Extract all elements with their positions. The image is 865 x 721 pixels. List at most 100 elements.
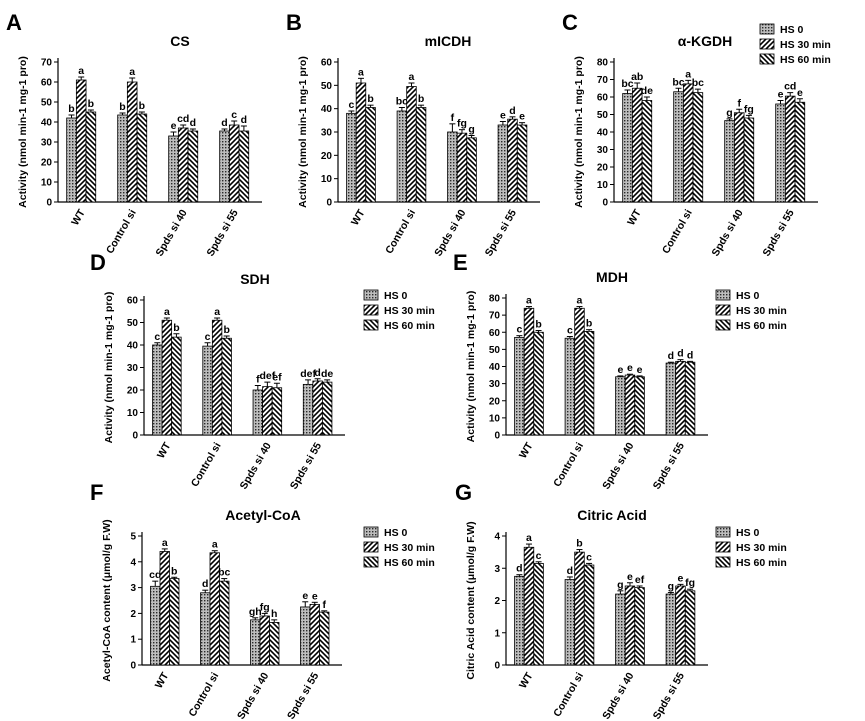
significance-letter: ab: [631, 71, 643, 83]
bar-hs60: [533, 331, 544, 436]
significance-letter: d: [190, 117, 196, 129]
significance-letter: cd: [149, 569, 161, 581]
significance-letter: fg: [457, 118, 467, 130]
x-tick-label: Spds si 55: [651, 440, 687, 491]
chart-title: Citric Acid: [577, 507, 647, 523]
bar-hs0: [514, 575, 525, 666]
panel-g: G Citric Acid 0 1 2 3 4 Citric Acid content (μm…: [455, 480, 787, 721]
bar-hs60: [238, 130, 250, 203]
significance-letter: c: [348, 99, 354, 111]
significance-letter: de: [321, 368, 333, 380]
y-tick-label: 1: [494, 628, 500, 639]
significance-letter: def: [259, 370, 275, 382]
bar-hs30: [159, 551, 170, 666]
chart-title: MDH: [596, 269, 628, 285]
legend-swatch: [363, 304, 379, 316]
y-tick-label: 60: [489, 328, 501, 339]
significance-letter: e: [778, 89, 784, 101]
x-tick-label: WT: [155, 440, 174, 461]
significance-letter: e: [302, 590, 308, 602]
y-tick-label: 60: [321, 58, 333, 69]
bar-hs0: [673, 91, 684, 203]
bar-hs60: [169, 578, 180, 666]
significance-letter: g: [617, 579, 623, 591]
y-axis-label: Citric Acid content (μmol/g F.W): [465, 521, 477, 679]
legend-label: HS 30 min: [384, 305, 435, 317]
y-tick-label: 60: [41, 78, 53, 89]
bar-hs60: [321, 381, 333, 436]
significance-letter: d: [668, 350, 674, 362]
significance-letter: d: [241, 114, 247, 126]
significance-letter: b: [367, 93, 373, 105]
significance-letter: bc: [218, 567, 230, 579]
x-tick-label: Spds si 55: [651, 670, 687, 721]
x-tick-label: Control si: [660, 207, 695, 256]
significance-letter: a: [129, 66, 135, 78]
significance-letter: c: [536, 550, 542, 562]
bar-hs60: [533, 563, 544, 666]
legend-label: HS 0: [384, 527, 408, 539]
legend-swatch: [759, 38, 775, 50]
y-tick-label: 10: [597, 180, 609, 191]
y-tick-label: 0: [494, 661, 500, 672]
y-tick-label: 80: [597, 58, 609, 69]
legend-label: HS 60 min: [384, 320, 435, 332]
bar-hs0: [219, 130, 230, 203]
bar-hs30: [355, 82, 367, 203]
bar-hs30: [456, 132, 468, 203]
bar-hs0: [302, 383, 314, 436]
bar-hs0: [622, 93, 633, 203]
significance-letter: c: [567, 325, 573, 337]
significance-letter: d: [314, 367, 320, 379]
significance-letter: d: [567, 565, 573, 577]
significance-letter: a: [685, 68, 691, 80]
bar-hs0: [152, 344, 163, 436]
significance-letter: b: [223, 324, 229, 336]
significance-letter: ef: [272, 371, 282, 383]
y-tick-label: 60: [127, 296, 139, 307]
panel-f: F Acetyl-CoA 0 1 2 3 4 5 Acetyl-CoA content (μmo…: [90, 480, 435, 721]
y-tick-label: 20: [597, 163, 609, 174]
significance-letter: a: [577, 295, 583, 307]
significance-letter: g: [668, 580, 674, 592]
bar-hs0: [514, 336, 525, 436]
chart-title: CS: [170, 33, 189, 49]
y-tick-label: 40: [597, 128, 609, 139]
y-tick-label: 1: [130, 635, 136, 646]
legend-label: HS 30 min: [780, 39, 831, 51]
panel-e: E MDH 0 10 20 30 40 50 60 70 80 Activity (nmol min-…: [453, 250, 787, 491]
significance-letter: a: [526, 532, 532, 544]
bar-hs30: [733, 112, 745, 203]
y-axis-label: Activity (nmol min-1 mg-1 pro): [297, 56, 309, 208]
y-tick-label: 0: [326, 198, 332, 209]
significance-letter: e: [678, 572, 684, 584]
bar-hs30: [177, 127, 189, 203]
y-tick-label: 50: [127, 318, 139, 329]
bar-hs30: [624, 374, 636, 436]
x-tick-label: WT: [349, 207, 368, 228]
bar-hs30: [631, 87, 643, 203]
bar-hs30: [262, 386, 273, 436]
x-tick-label: WT: [153, 670, 172, 691]
significance-letter: e: [627, 571, 633, 583]
x-tick-label: Spds si 40: [238, 440, 274, 491]
significance-letter: b: [171, 565, 177, 577]
x-tick-label: Control si: [104, 207, 139, 256]
significance-letter: g: [726, 107, 732, 119]
bar-hs60: [634, 376, 645, 436]
significance-letter: h: [271, 608, 277, 620]
bar-hs0: [200, 592, 211, 666]
bar-hs0: [564, 579, 576, 666]
significance-letter: d: [677, 348, 683, 360]
y-tick-label: 4: [130, 557, 136, 568]
x-tick-label: Spds si 40: [153, 207, 189, 258]
y-tick-label: 10: [41, 178, 53, 189]
x-tick-label: WT: [625, 207, 644, 228]
legend-swatch: [715, 319, 731, 331]
significance-letter: e: [617, 364, 623, 376]
significance-letter: e: [627, 362, 633, 374]
significance-letter: b: [576, 538, 582, 550]
x-tick-label: Control si: [383, 207, 418, 256]
y-tick-label: 5: [130, 532, 136, 543]
